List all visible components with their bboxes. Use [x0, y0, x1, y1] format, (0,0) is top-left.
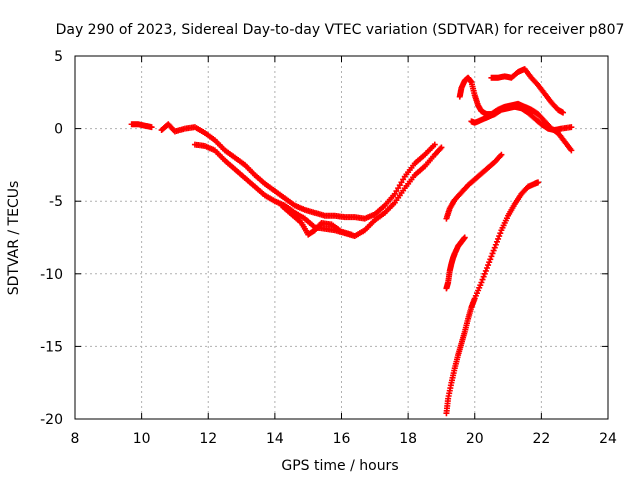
data-point	[487, 256, 494, 263]
x-tick-label: 14	[266, 431, 284, 447]
x-tick-label: 10	[133, 431, 151, 447]
chart-title: Day 290 of 2023, Sidereal Day-to-day VTE…	[56, 22, 625, 38]
data-point	[492, 241, 499, 248]
series-arc-4	[278, 202, 355, 238]
series-arc-2	[158, 121, 438, 222]
y-tick-label: -20	[40, 412, 63, 428]
x-tick-label: 20	[466, 431, 484, 447]
series-arc-6	[443, 151, 505, 222]
data-point	[491, 244, 498, 251]
data-point	[438, 144, 445, 151]
series-arc-9	[468, 103, 575, 134]
data-point	[485, 262, 492, 269]
data-point	[461, 234, 468, 241]
data-point	[348, 231, 355, 238]
data-point	[490, 247, 497, 254]
data-point	[568, 124, 575, 131]
data-point	[535, 179, 542, 186]
x-tick-label: 8	[71, 431, 80, 447]
data-point	[431, 141, 438, 148]
data-point	[479, 276, 486, 283]
data-point	[496, 233, 503, 240]
data-point	[495, 235, 502, 242]
data-point	[568, 147, 575, 154]
series-arc-1	[128, 121, 155, 131]
data-point	[478, 279, 485, 286]
x-tick-label: 22	[532, 431, 550, 447]
x-axis-label: GPS time / hours	[281, 458, 398, 474]
data-point	[488, 253, 495, 260]
data-points	[128, 66, 575, 417]
series-arc-10	[488, 66, 567, 116]
y-tick-label: 0	[54, 122, 63, 138]
data-point	[489, 250, 496, 257]
y-tick-label: -10	[40, 267, 63, 283]
data-point	[483, 264, 490, 271]
data-point	[486, 259, 493, 266]
series-arc-7	[443, 179, 542, 417]
x-tick-label: 18	[399, 431, 417, 447]
data-point	[481, 270, 488, 277]
data-point	[482, 267, 489, 274]
data-point	[148, 124, 155, 131]
series-arc-5	[443, 234, 468, 292]
data-point	[560, 109, 567, 116]
axis-ticks: 8 10 12 14 16 18 20 22 24 -20 -15 -10 -5 0 5	[40, 49, 617, 447]
y-axis-label: SDTVAR / TECUs	[6, 181, 22, 296]
x-tick-label: 12	[199, 431, 217, 447]
data-point	[498, 151, 505, 158]
y-tick-label: -15	[40, 339, 63, 355]
x-tick-label: 24	[599, 431, 617, 447]
y-tick-label: 5	[54, 49, 63, 65]
x-tick-label: 16	[333, 431, 351, 447]
data-point	[493, 238, 500, 245]
data-point	[480, 273, 487, 280]
y-tick-label: -5	[49, 194, 63, 210]
data-point	[497, 230, 504, 237]
